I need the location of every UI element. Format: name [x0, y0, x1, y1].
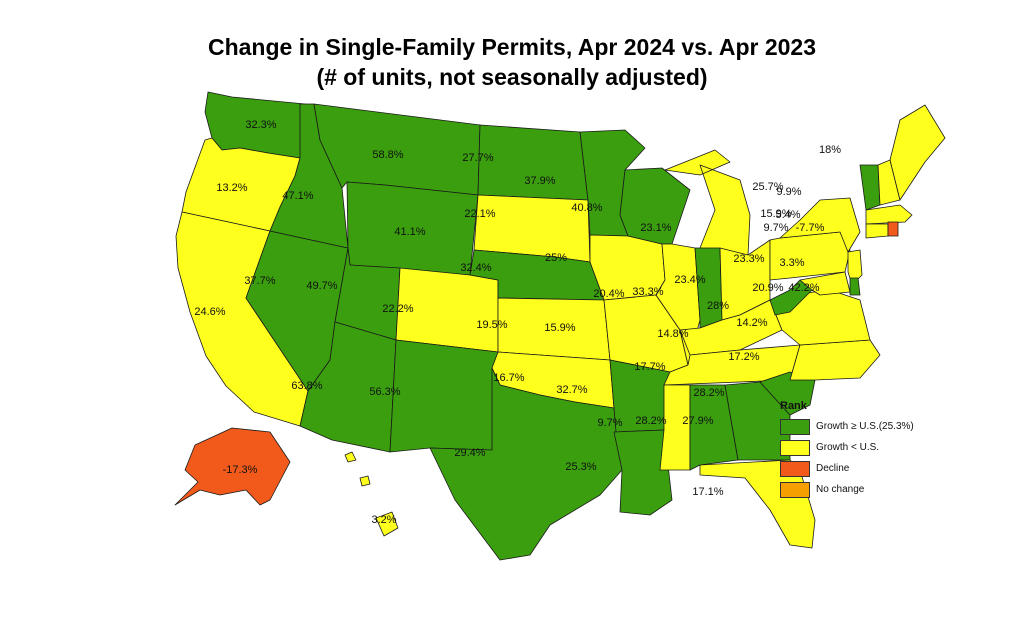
legend-label: No change — [816, 484, 865, 495]
state-value-label: 28.2% — [635, 415, 666, 427]
state-value-label: 33.3% — [632, 286, 663, 298]
state-value-label: 27.9% — [682, 415, 713, 427]
state-value-label: -17.3% — [223, 464, 258, 476]
state-value-label: 13.2% — [216, 182, 247, 194]
map-subtitle: (# of units, not seasonally adjusted) — [316, 64, 708, 90]
state-value-label: 23.3% — [733, 253, 764, 265]
state-value-label: 32.3% — [245, 119, 276, 131]
state-value-label: 9.7% — [763, 222, 788, 234]
state-value-label: 3.2% — [371, 514, 396, 526]
legend-item-growth-ge-us: Growth ≥ U.S.(25.3%) — [780, 416, 914, 437]
state-al — [689, 384, 739, 471]
state-value-label: 32.7% — [556, 384, 587, 396]
state-value-label: 9.9% — [776, 186, 801, 198]
state-de — [849, 277, 861, 296]
legend-item-growth-lt-us: Growth < U.S. — [780, 437, 914, 458]
legend-title: Rank — [780, 400, 807, 412]
state-hi — [344, 451, 399, 537]
state-value-label: 17.2% — [728, 351, 759, 363]
legend-item-decline: Decline — [780, 458, 914, 479]
state-md — [799, 271, 851, 296]
state-value-label: 14.8% — [657, 328, 688, 340]
state-value-label: 25.7% — [752, 181, 783, 193]
legend-swatch — [780, 418, 810, 435]
state-value-label: 14.2% — [736, 317, 767, 329]
legend-swatch — [780, 481, 810, 498]
state-value-label: 20.4% — [593, 288, 624, 300]
state-value-label: -7.7% — [796, 222, 825, 234]
state-value-label: 41.1% — [394, 226, 425, 238]
legend-swatch — [780, 460, 810, 477]
state-value-label: 16.7% — [493, 372, 524, 384]
state-value-label: 23.4% — [674, 274, 705, 286]
state-ri — [887, 221, 899, 237]
state-ny — [779, 197, 861, 253]
legend-label: Growth < U.S. — [816, 442, 880, 453]
legend: Rank Growth ≥ U.S.(25.3%) Growth < U.S. … — [780, 400, 914, 500]
state-value-label: 17.7% — [634, 361, 665, 373]
state-value-label: 15.9% — [544, 322, 575, 334]
state-me — [889, 104, 946, 201]
state-value-label: 42.2% — [788, 282, 819, 294]
state-value-label: 3.3% — [779, 257, 804, 269]
legend-item-no-change: No change — [780, 479, 914, 500]
state-value-label: 28% — [707, 300, 729, 312]
state-value-label: 37.9% — [524, 175, 555, 187]
state-vt — [859, 164, 881, 211]
state-nc — [789, 339, 881, 381]
state-value-label: 17.1% — [692, 486, 723, 498]
state-ma — [865, 204, 913, 225]
state-value-label: 40.8% — [571, 202, 602, 214]
state-value-label: 19.5% — [476, 319, 507, 331]
state-value-label: 32.4% — [460, 262, 491, 274]
state-tn — [663, 344, 801, 386]
state-nd — [477, 124, 589, 201]
state-value-label: 28.2% — [693, 387, 724, 399]
state-value-label: 56.3% — [369, 386, 400, 398]
state-value-label: 15.9% — [760, 208, 791, 220]
state-value-label: 27.7% — [462, 152, 493, 164]
legend-label: Decline — [816, 463, 850, 474]
state-value-label: 49.7% — [306, 280, 337, 292]
legend-swatch — [780, 439, 810, 456]
state-value-label: 18% — [819, 144, 841, 156]
state-ga — [724, 381, 791, 461]
state-value-label: 9.7% — [597, 417, 622, 429]
state-value-label: 29.4% — [454, 447, 485, 459]
state-sc — [759, 371, 816, 416]
state-ak — [174, 427, 291, 506]
state-ct — [865, 223, 889, 239]
state-value-label: 23.1% — [640, 222, 671, 234]
state-value-label: 58.8% — [372, 149, 403, 161]
state-ms — [659, 384, 691, 471]
legend-label: Growth ≥ U.S.(25.3%) — [816, 421, 914, 432]
state-value-label: 5.4% — [775, 209, 800, 221]
map-title: Change in Single-Family Permits, Apr 202… — [207, 34, 817, 60]
state-value-label: 22.1% — [464, 208, 495, 220]
state-nm — [389, 339, 499, 453]
state-value-label: 37.7% — [244, 275, 275, 287]
state-value-label: 25.3% — [565, 461, 596, 473]
state-value-label: 25% — [545, 252, 567, 264]
state-value-label: 47.1% — [282, 190, 313, 202]
state-value-label: 20.9% — [752, 282, 783, 294]
state-value-label: 63.8% — [291, 380, 322, 392]
state-value-label: 22.2% — [382, 303, 413, 315]
state-value-label: 24.6% — [194, 306, 225, 318]
state-tx — [429, 367, 623, 561]
